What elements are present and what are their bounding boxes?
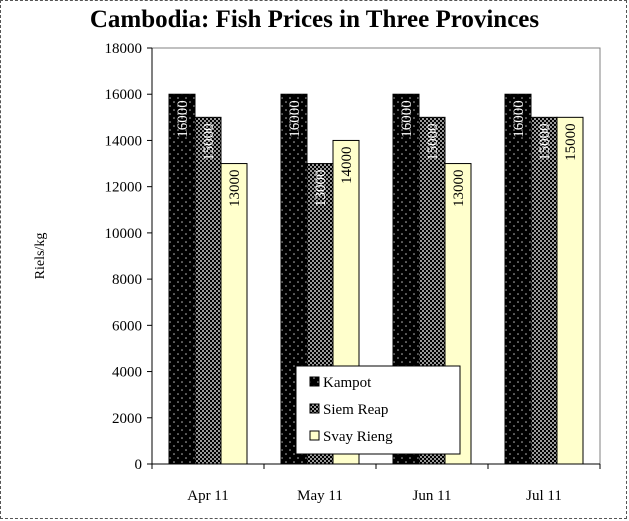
legend-swatch: [309, 430, 320, 441]
y-tick-label: 12000: [105, 180, 143, 196]
bar-svay-rieng: [556, 116, 584, 465]
data-label: 15000: [563, 123, 579, 161]
bar-svay-rieng: [220, 163, 248, 465]
bar-siem-reap: [530, 116, 558, 465]
data-label: 14000: [339, 146, 355, 184]
y-tick-label: 18000: [105, 41, 143, 57]
data-label: 15000: [537, 123, 553, 161]
legend-swatch: [309, 376, 320, 387]
bar-siem-reap: [194, 116, 222, 465]
legend-label: Svay Rieng: [323, 429, 393, 445]
data-label: 16000: [511, 100, 527, 138]
legend-label: Siem Reap: [323, 402, 388, 418]
y-tick-label: 10000: [105, 226, 143, 242]
data-label: 13000: [313, 170, 329, 208]
y-tick-label: 16000: [105, 87, 143, 103]
y-tick-label: 6000: [112, 318, 142, 334]
y-tick-label: 0: [135, 457, 143, 473]
data-label: 16000: [399, 100, 415, 138]
x-tick-label: Jun 11: [412, 488, 451, 504]
x-tick-label: Jul 11: [526, 488, 562, 504]
chart-title: Cambodia: Fish Prices in Three Provinces: [89, 6, 540, 33]
y-tick-label: 14000: [105, 133, 143, 149]
x-tick-label: May 11: [297, 488, 343, 504]
y-tick-label: 4000: [112, 365, 142, 381]
x-tick-label: Apr 11: [187, 488, 229, 504]
bar-kampot: [168, 93, 196, 465]
y-tick-label: 8000: [112, 272, 142, 288]
data-label: 13000: [227, 170, 243, 208]
data-label: 15000: [201, 123, 217, 161]
y-tick-label: 2000: [112, 411, 142, 427]
bar-kampot: [504, 93, 532, 465]
data-label: 16000: [175, 100, 191, 138]
data-label: 16000: [287, 100, 303, 138]
legend-box: [295, 365, 461, 455]
y-axis-title: Riels/kg: [33, 233, 48, 280]
data-label: 15000: [425, 123, 441, 161]
legend-swatch: [309, 403, 320, 414]
data-label: 13000: [451, 170, 467, 208]
legend-label: Kampot: [323, 375, 372, 391]
